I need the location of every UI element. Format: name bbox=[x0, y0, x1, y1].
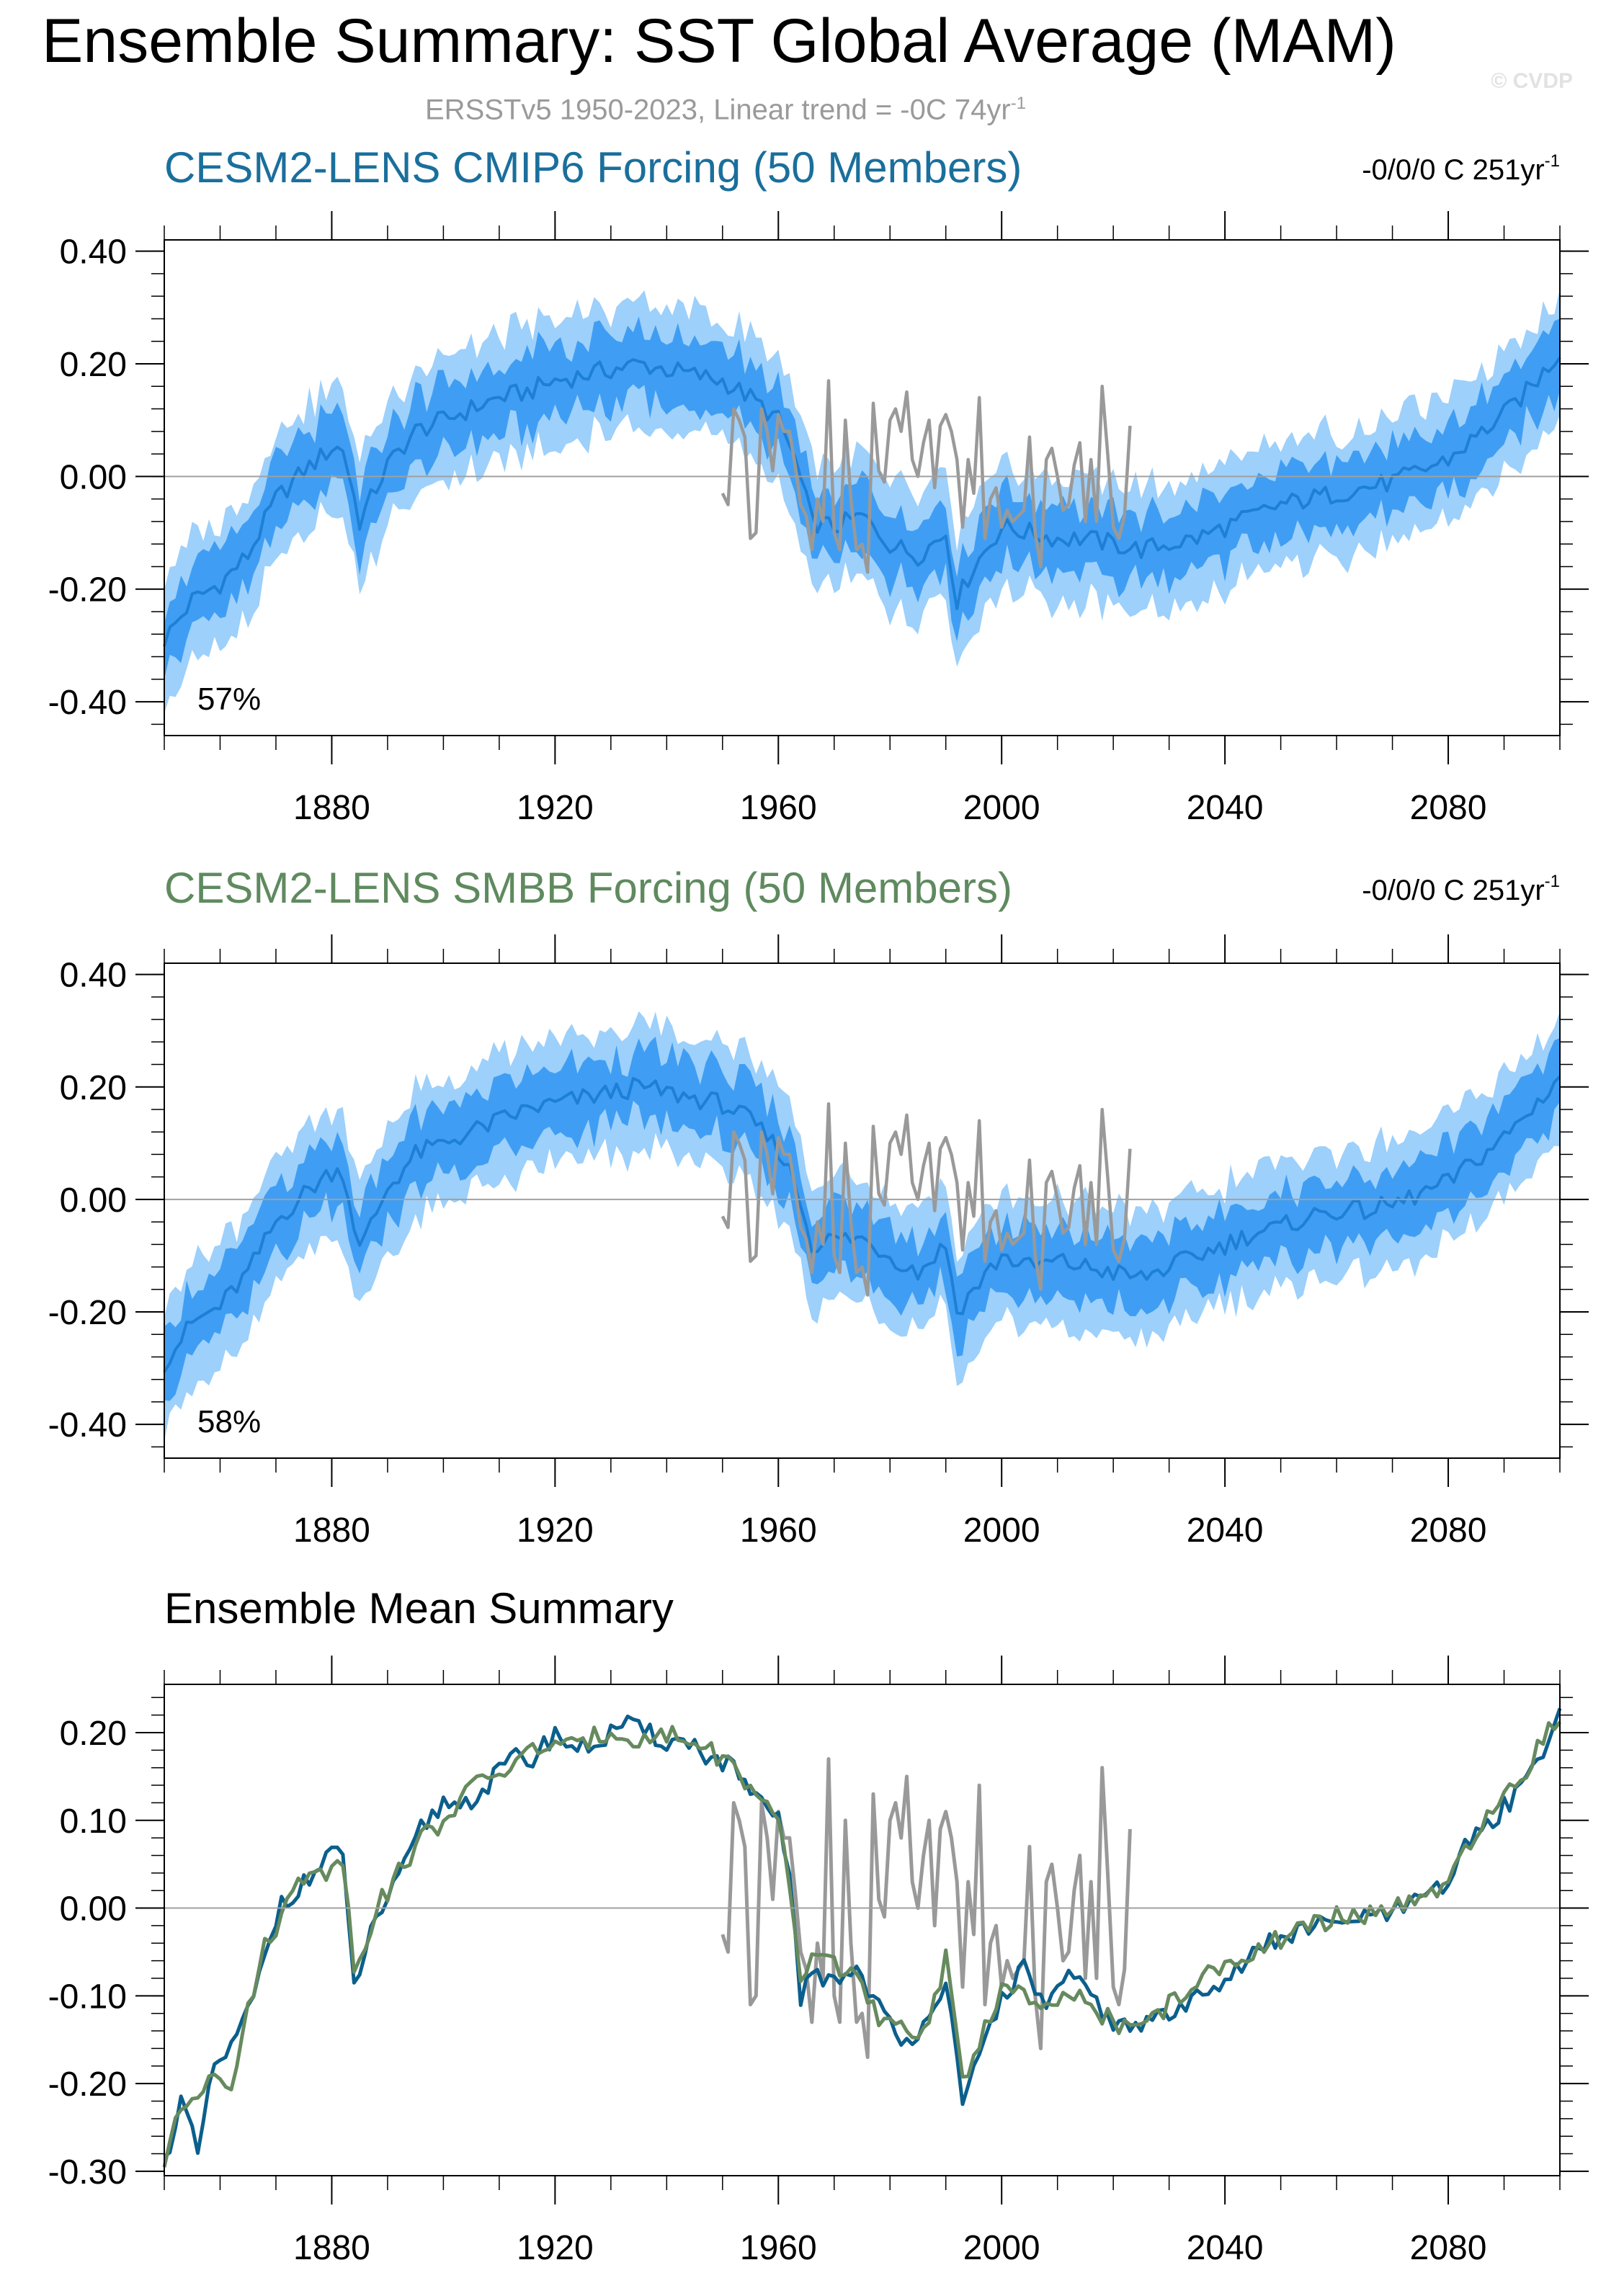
observations-line bbox=[721, 379, 1132, 574]
series-smbb-line bbox=[162, 1720, 1561, 2168]
x-tick-label: 1880 bbox=[293, 789, 370, 827]
figure-title: Ensemble Summary: SST Global Average (MA… bbox=[42, 6, 1396, 76]
y-tick-label: 0.20 bbox=[60, 1069, 127, 1107]
percent-label: 58% bbox=[197, 1404, 261, 1439]
trend-superscript: -1 bbox=[1545, 151, 1560, 171]
y-tick-label: -0.10 bbox=[48, 1978, 127, 2016]
trend-text: -0/0/0 C 251yr bbox=[1362, 154, 1544, 186]
y-tick-label: -0.40 bbox=[48, 684, 127, 722]
x-tick-label: 1960 bbox=[740, 789, 817, 827]
plot-frame bbox=[164, 962, 1561, 1459]
x-tick-label: 1880 bbox=[293, 2229, 370, 2267]
y-tick-label: -0.30 bbox=[48, 2153, 127, 2192]
x-tick-label: 2080 bbox=[1410, 1511, 1487, 1550]
x-tick-label: 1920 bbox=[517, 789, 594, 827]
ensemble-mean-line bbox=[163, 356, 1561, 647]
ensemble-inner-band bbox=[164, 316, 1560, 680]
panel-title: Ensemble Mean Summary bbox=[164, 1584, 674, 1632]
trend-label: -0/0/0 C 251yr-1 bbox=[1362, 872, 1560, 906]
x-tick-label: 2040 bbox=[1187, 1511, 1264, 1550]
y-tick-label: 0.00 bbox=[60, 1181, 127, 1220]
x-tick-label: 2000 bbox=[963, 789, 1040, 827]
y-tick-label: 0.00 bbox=[60, 1890, 127, 1929]
x-tick-label: 1880 bbox=[293, 1511, 370, 1550]
percent-label: 57% bbox=[197, 682, 261, 717]
y-tick-label: 0.40 bbox=[60, 957, 127, 995]
x-tick-label: 1920 bbox=[517, 1511, 594, 1550]
y-tick-label: -0.40 bbox=[48, 1406, 127, 1444]
figure-subtitle: ERSSTv5 1950-2023, Linear trend = -0C 74… bbox=[425, 94, 1026, 126]
trend-superscript: -1 bbox=[1545, 872, 1560, 891]
ensemble-mean-line bbox=[163, 1075, 1561, 1373]
x-tick-label: 1920 bbox=[517, 2229, 594, 2267]
y-tick-label: -0.20 bbox=[48, 571, 127, 609]
y-tick-label: 0.00 bbox=[60, 458, 127, 496]
ensemble-inner-band bbox=[164, 1036, 1560, 1401]
y-tick-label: 0.20 bbox=[60, 1715, 127, 1753]
observations-line bbox=[721, 1102, 1132, 1297]
x-tick-label: 2000 bbox=[963, 2229, 1040, 2267]
y-tick-label: 0.10 bbox=[60, 1803, 127, 1841]
x-tick-label: 2080 bbox=[1410, 2229, 1487, 2267]
y-tick-label: 0.40 bbox=[60, 233, 127, 272]
trend-text: -0/0/0 C 251yr bbox=[1362, 875, 1544, 906]
y-tick-label: 0.20 bbox=[60, 346, 127, 384]
plot-frame bbox=[164, 239, 1561, 736]
panel-2: Ensemble Mean Summary -0.30 -0.20 -0.10 0.00… bbox=[48, 1584, 1589, 2267]
panel-1: CESM2-LENS SMBB Forcing (50 Members) -0/0… bbox=[48, 864, 1589, 1550]
panel-title: CESM2-LENS SMBB Forcing (50 Members) bbox=[164, 864, 1012, 912]
panel-0: CESM2-LENS CMIP6 Forcing (50 Members) -0/… bbox=[48, 143, 1589, 827]
plot-frame bbox=[164, 1684, 1561, 2176]
panel-title: CESM2-LENS CMIP6 Forcing (50 Members) bbox=[164, 143, 1022, 192]
trend-label: -0/0/0 C 251yr-1 bbox=[1362, 151, 1560, 186]
y-tick-label: -0.20 bbox=[48, 2065, 127, 2104]
series-cmip6-line bbox=[163, 1707, 1562, 2158]
subtitle-text: ERSSTv5 1950-2023, Linear trend = -0C 74… bbox=[425, 94, 1011, 126]
x-tick-label: 2040 bbox=[1187, 789, 1264, 827]
x-tick-label: 2080 bbox=[1410, 789, 1487, 827]
x-tick-label: 1960 bbox=[740, 1511, 817, 1550]
x-tick-label: 2040 bbox=[1187, 2229, 1264, 2267]
copyright-watermark: © CVDP bbox=[1491, 69, 1573, 93]
y-tick-label: -0.20 bbox=[48, 1294, 127, 1332]
series-obs-line bbox=[721, 1757, 1132, 2060]
subtitle-superscript: -1 bbox=[1010, 94, 1027, 113]
x-tick-label: 1960 bbox=[740, 2229, 817, 2267]
x-tick-label: 2000 bbox=[963, 1511, 1040, 1550]
